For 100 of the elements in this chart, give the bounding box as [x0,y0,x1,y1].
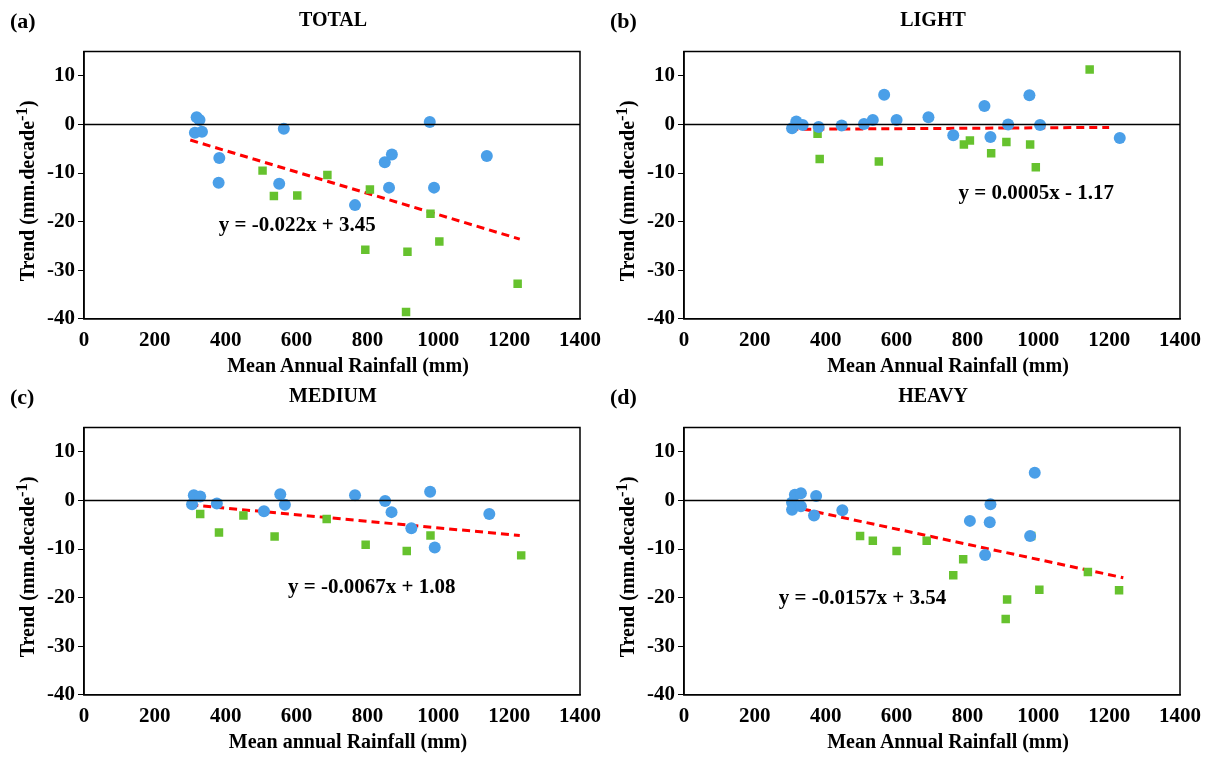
y-tick-label: -20 [646,208,675,233]
y-tick-label: -10 [646,159,675,184]
x-tick-label: 600 [280,702,313,727]
x-axis-title: Mean Annual Rainfall (mm) [826,354,1070,377]
point [815,154,824,164]
x-tick-label: 400 [809,326,842,351]
point [274,488,287,501]
y-tick-label: 10 [653,438,675,463]
point [1085,65,1094,74]
point [323,170,332,180]
x-axis-title: Mean annual Rainfall (mm) [227,730,469,753]
point [361,540,370,549]
x-tick-label: 800 [951,702,984,727]
point [1035,585,1044,595]
x-tick-label: 600 [880,326,913,351]
point [979,548,992,561]
point [984,131,997,144]
point [349,489,362,502]
point [293,191,302,200]
point [949,571,958,580]
point [983,516,996,529]
y-tick-label: -40 [646,305,675,330]
chart-subtitle: (d) [610,384,637,410]
x-axis-title: Mean Annual Rainfall (mm) [226,354,470,377]
point [480,150,493,163]
x-tick-label: 600 [280,326,313,351]
point [270,532,279,541]
annotation: y = 0.0005x - 1.17 [958,179,1114,204]
point [378,156,391,169]
annotation: y = -0.0157x + 3.54 [778,585,947,610]
y-tick-label: 0 [664,486,675,511]
point [405,522,418,535]
point [1114,586,1124,595]
point [808,509,821,522]
point [322,514,331,524]
x-tick-label: 200 [739,702,771,727]
point [257,505,270,518]
y-tick-label: -40 [46,681,75,706]
y-tick-label: -30 [646,256,675,281]
point [258,166,267,175]
x-tick-label: 800 [951,326,984,351]
point [365,185,375,194]
y-tick-label: 10 [53,438,75,463]
chart-subtitle: (c) [10,384,35,410]
x-axis-title: Mean Annual Rainfall (mm) [826,730,1070,753]
point [483,508,496,521]
point [922,111,935,124]
point [186,498,199,511]
point [810,490,823,503]
x-tick-label: 1200 [488,702,531,727]
y-tick-label: 10 [653,62,675,87]
chart-title: TOTAL [297,8,369,31]
y-tick-label: -30 [646,632,675,657]
x-tick-label: 1400 [559,326,601,351]
point [428,541,441,554]
point [866,114,879,127]
y-tick-label: -30 [46,256,75,281]
point [383,181,396,194]
point [978,100,991,113]
point [513,279,522,289]
point [428,181,441,194]
annotation: y = -0.0067x + 1.08 [287,574,456,599]
point [385,506,398,519]
annotation: y = -0.022x + 3.45 [218,211,376,236]
y-tick-label: 10 [53,62,75,87]
x-tick-label: 200 [739,326,771,351]
y-tick-label: -20 [46,584,75,609]
point [1023,89,1036,102]
point [361,245,370,255]
chart-subtitle: (b) [610,8,637,34]
y-tick-label: -40 [646,681,675,706]
x-tick-label: 1400 [1159,326,1201,351]
chart-title: MEDIUM [288,384,378,407]
y-tick-label: -10 [46,535,75,560]
chart-subtitle: (a) [10,8,36,34]
point [922,536,931,546]
point [947,129,960,142]
point [239,511,248,520]
point [892,546,901,556]
x-tick-label: 1000 [417,702,460,727]
point [1113,132,1126,145]
x-tick-label: 1400 [559,702,601,727]
x-tick-label: 1200 [1088,326,1131,351]
x-tick-label: 1000 [417,326,460,351]
point [423,116,436,129]
x-tick-label: 800 [351,702,384,727]
point [349,199,362,212]
point [516,551,526,560]
point [278,498,291,511]
point [273,177,286,190]
point [214,528,224,537]
x-tick-label: 400 [209,326,242,351]
x-tick-label: 400 [809,702,842,727]
y-tick-label: 0 [64,486,75,511]
point [963,514,976,527]
point [1002,137,1011,147]
y-tick-label: -10 [46,159,75,184]
x-tick-label: 1400 [1159,702,1201,727]
point [874,157,884,166]
x-tick-label: 200 [139,702,171,727]
